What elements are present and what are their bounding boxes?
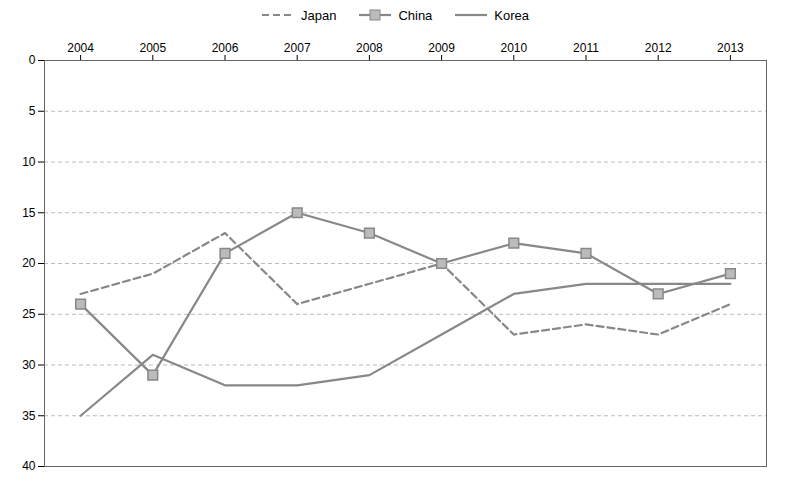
svg-text:10: 10 (22, 155, 36, 169)
svg-text:30: 30 (22, 358, 36, 372)
html-text:Japan: Japan (301, 7, 337, 23)
svg-text:2012: 2012 (645, 41, 672, 55)
svg-text:2006: 2006 (212, 41, 239, 55)
html-text:Korea: Korea (494, 7, 529, 23)
svg-text:0: 0 (29, 53, 36, 67)
svg-text:20: 20 (22, 256, 36, 270)
svg-text:5: 5 (29, 104, 36, 118)
svg-text:2007: 2007 (284, 41, 311, 55)
svg-text:2010: 2010 (500, 41, 527, 55)
svg-text:35: 35 (22, 409, 36, 423)
svg-text:25: 25 (22, 307, 36, 321)
svg-text:40: 40 (22, 459, 36, 473)
svg-text:2013: 2013 (717, 41, 744, 55)
svg-text:2004: 2004 (67, 41, 94, 55)
svg-text:2005: 2005 (139, 41, 166, 55)
svg-text:2009: 2009 (428, 41, 455, 55)
html-text:China: China (398, 7, 433, 23)
svg-text:2011: 2011 (573, 41, 599, 55)
svg-text:15: 15 (22, 206, 36, 220)
svg-text:2008: 2008 (356, 41, 383, 55)
